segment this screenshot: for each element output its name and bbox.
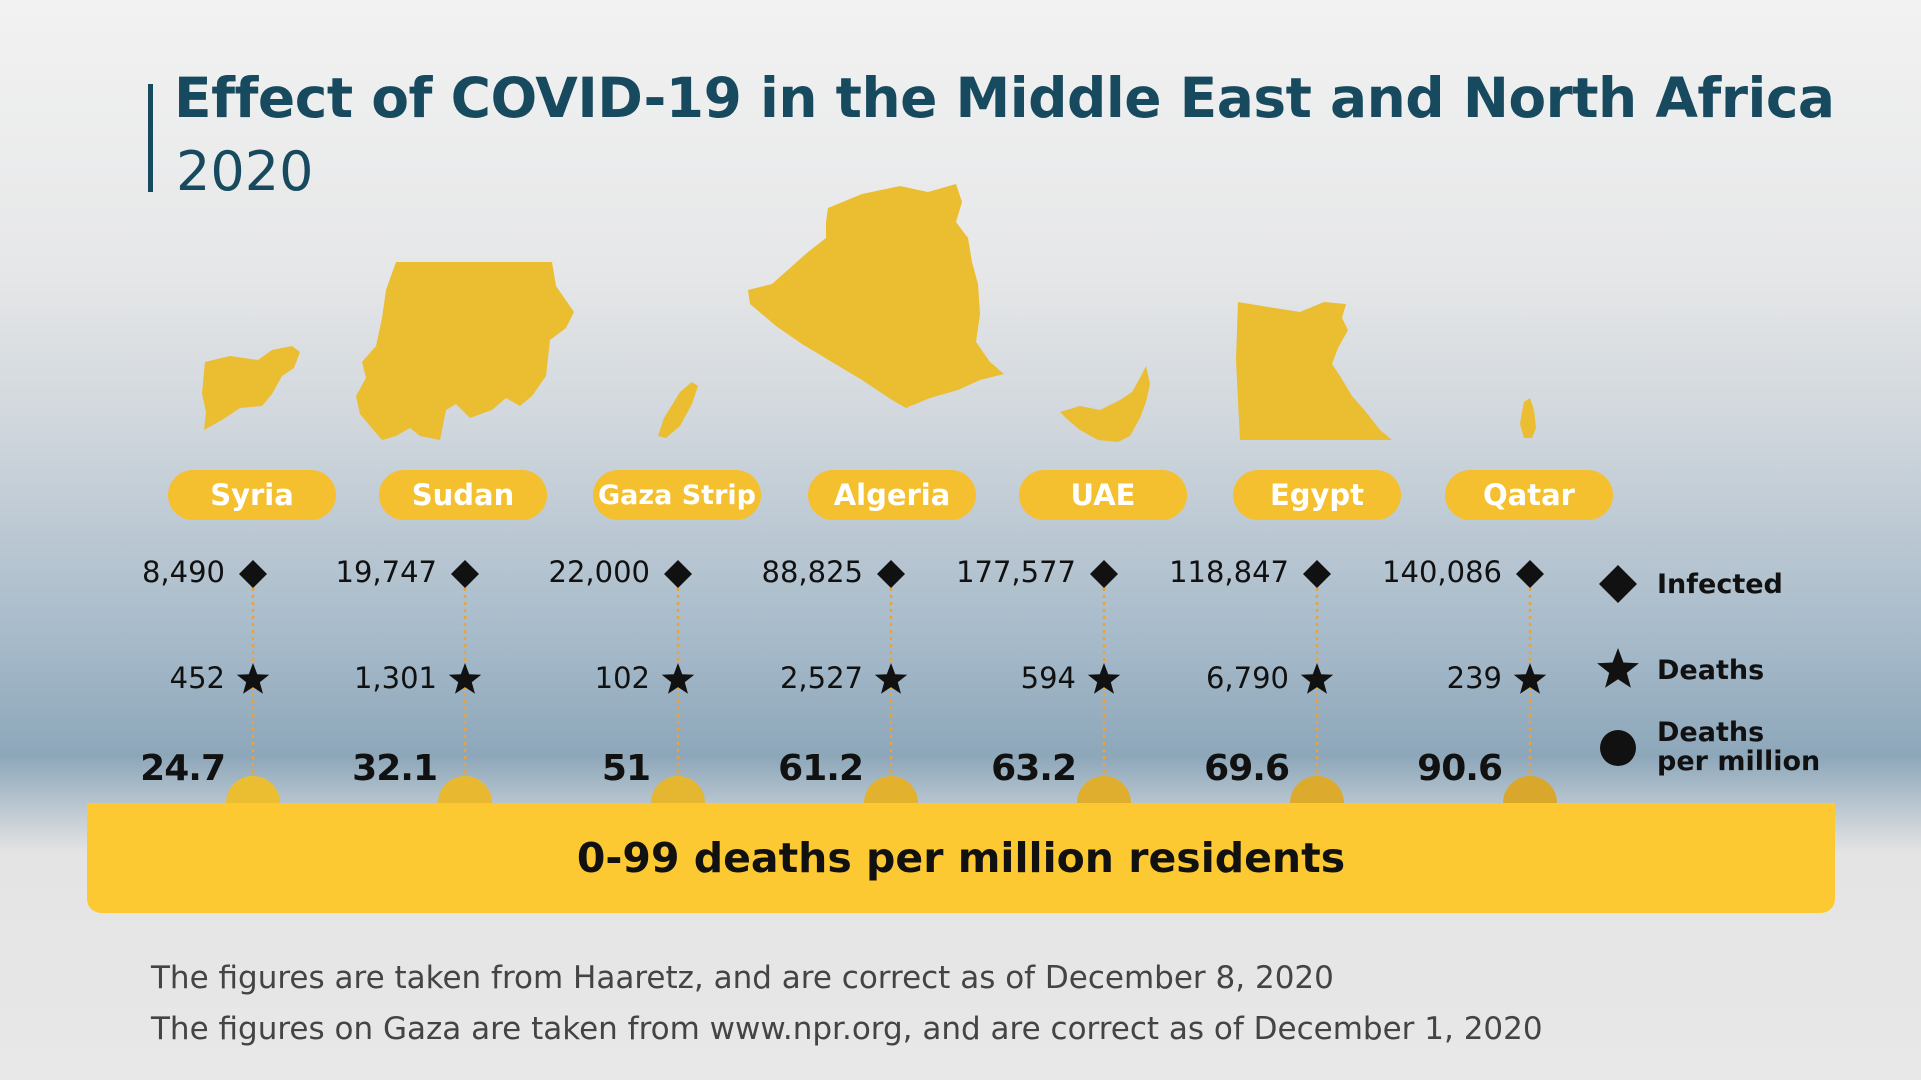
legend-circle-icon bbox=[1600, 730, 1636, 766]
legend-label-deaths-per-million-line2: per million bbox=[1657, 746, 1821, 777]
gaza-map-shape bbox=[658, 382, 698, 438]
footer-source-line-1: The figures are taken from Haaretz, and … bbox=[151, 960, 1334, 996]
infected-marker-sudan bbox=[451, 560, 479, 588]
dpm-value-uae: 63.2 bbox=[991, 748, 1077, 789]
algeria-map-shape bbox=[748, 184, 1004, 408]
deaths-marker-algeria bbox=[874, 663, 908, 694]
infected-value-egypt: 118,847 bbox=[1169, 555, 1289, 589]
footer-source-line-2: The figures on Gaza are taken from www.n… bbox=[151, 1011, 1543, 1047]
title-accent-bar bbox=[148, 84, 153, 192]
infected-marker-gaza-strip bbox=[664, 560, 692, 588]
chart-title: Effect of COVID-19 in the Middle East an… bbox=[174, 66, 1835, 130]
sudan-map-shape bbox=[356, 262, 574, 440]
legend-label-infected: Infected bbox=[1657, 569, 1783, 600]
dpm-value-syria: 24.7 bbox=[140, 748, 226, 789]
deaths-value-qatar: 239 bbox=[1446, 661, 1502, 695]
deaths-value-uae: 594 bbox=[1020, 661, 1076, 695]
legend-icons bbox=[1597, 565, 1639, 766]
country-label-gaza-strip: Gaza Strip bbox=[593, 470, 761, 520]
legend-label-deaths-per-million-line1: Deaths bbox=[1657, 717, 1765, 748]
deaths-range-band: 0-99 deaths per million residents bbox=[87, 803, 1835, 913]
deaths-value-gaza-strip: 102 bbox=[594, 661, 650, 695]
infected-marker-uae bbox=[1090, 560, 1118, 588]
value-markers bbox=[236, 560, 1547, 694]
chart-subtitle: 2020 bbox=[176, 140, 314, 203]
legend-star-icon bbox=[1597, 648, 1639, 688]
infected-value-gaza-strip: 22,000 bbox=[548, 555, 650, 589]
legend-diamond-icon bbox=[1599, 565, 1637, 603]
deaths-marker-qatar bbox=[1513, 663, 1547, 694]
deaths-value-syria: 452 bbox=[169, 661, 225, 695]
country-label-sudan: Sudan bbox=[379, 470, 547, 520]
infected-value-syria: 8,490 bbox=[141, 555, 225, 589]
deaths-marker-sudan bbox=[448, 663, 482, 694]
dpm-value-algeria: 61.2 bbox=[778, 748, 864, 789]
country-label-egypt: Egypt bbox=[1233, 470, 1401, 520]
country-silhouettes bbox=[202, 184, 1536, 442]
qatar-map-shape bbox=[1520, 398, 1536, 438]
country-label-qatar: Qatar bbox=[1445, 470, 1613, 520]
syria-map-shape bbox=[202, 346, 300, 430]
deaths-value-egypt: 6,790 bbox=[1205, 661, 1289, 695]
country-label-algeria: Algeria bbox=[808, 470, 976, 520]
egypt-map-shape bbox=[1236, 302, 1392, 440]
infected-value-qatar: 140,086 bbox=[1382, 555, 1502, 589]
uae-map-shape bbox=[1060, 366, 1150, 442]
infected-marker-qatar bbox=[1516, 560, 1544, 588]
deaths-marker-gaza-strip bbox=[661, 663, 695, 694]
deaths-marker-uae bbox=[1087, 663, 1121, 694]
infected-marker-syria bbox=[239, 560, 267, 588]
legend-label-deaths: Deaths bbox=[1657, 655, 1765, 686]
dpm-value-gaza-strip: 51 bbox=[601, 748, 651, 789]
dpm-value-sudan: 32.1 bbox=[352, 748, 438, 789]
infected-value-algeria: 88,825 bbox=[761, 555, 863, 589]
country-label-syria: Syria bbox=[168, 470, 336, 520]
infected-value-sudan: 19,747 bbox=[335, 555, 437, 589]
deaths-marker-syria bbox=[236, 663, 270, 694]
infected-value-uae: 177,577 bbox=[956, 555, 1076, 589]
dpm-value-egypt: 69.6 bbox=[1204, 748, 1290, 789]
deaths-marker-egypt bbox=[1300, 663, 1334, 694]
dpm-value-qatar: 90.6 bbox=[1417, 748, 1503, 789]
country-label-uae: UAE bbox=[1019, 470, 1187, 520]
deaths-value-algeria: 2,527 bbox=[779, 661, 863, 695]
connector-lines bbox=[251, 574, 1532, 803]
infected-marker-algeria bbox=[877, 560, 905, 588]
infected-marker-egypt bbox=[1303, 560, 1331, 588]
deaths-value-sudan: 1,301 bbox=[353, 661, 437, 695]
